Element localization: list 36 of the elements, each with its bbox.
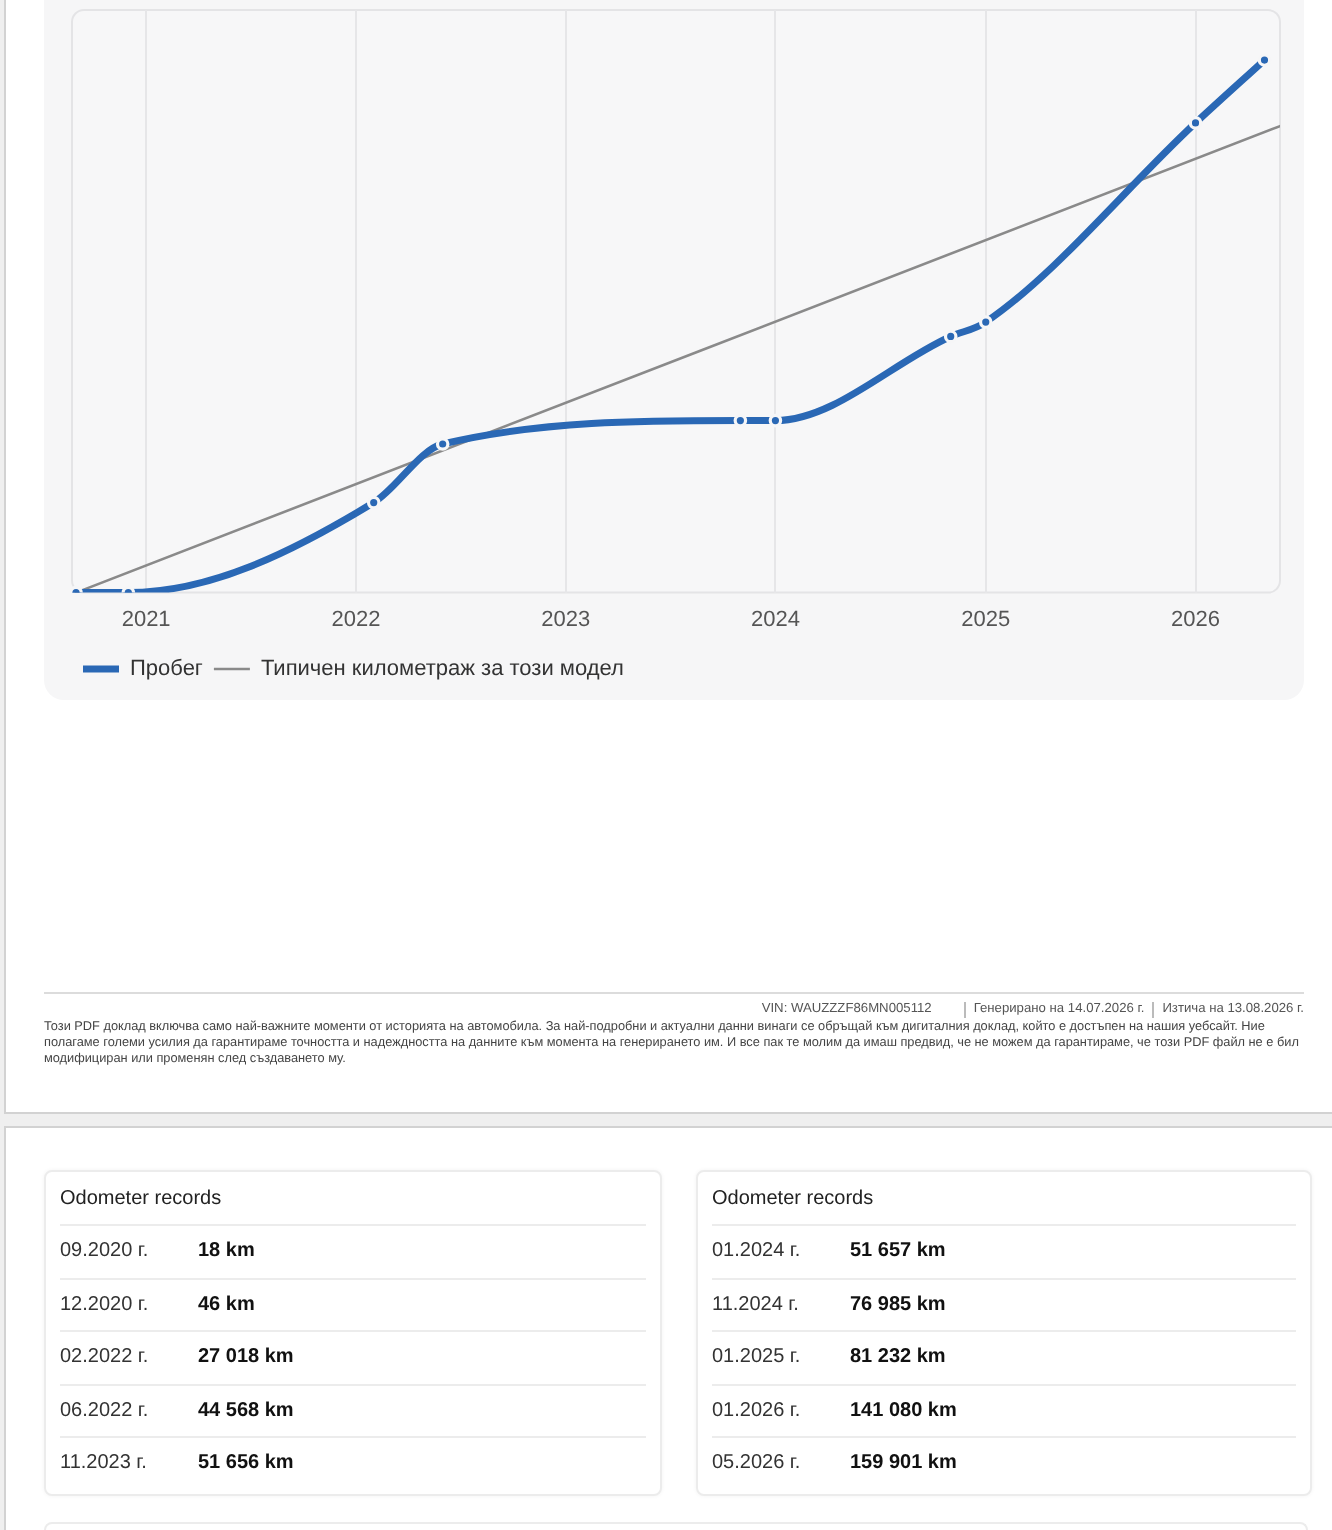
text: 27 018 km <box>198 1346 294 1369</box>
text: 05.2026 г. <box>712 1450 803 1479</box>
text: 01.2026 г. <box>712 1397 803 1426</box>
x-tick-label: 2022 <box>331 607 381 632</box>
text: 159 901 km <box>850 1452 957 1475</box>
text: Odometer records <box>60 1172 646 1226</box>
text: 141 080 km <box>850 1399 957 1422</box>
legend-label: Типичен километраж за този модел <box>260 657 624 682</box>
text: 12.2020 г. <box>60 1291 151 1320</box>
text: 51 657 km <box>850 1240 946 1262</box>
point <box>768 413 783 428</box>
text: 46 km <box>198 1293 255 1316</box>
point <box>978 315 993 329</box>
text: 01.2025 г. <box>712 1344 803 1373</box>
text: 06.2022 г. <box>60 1397 151 1426</box>
x-tick-label: 2021 <box>121 607 171 632</box>
text: 81 232 km <box>850 1346 946 1369</box>
text: Odometer records <box>712 1172 1296 1226</box>
x-tick-label: 2024 <box>750 607 800 632</box>
text: 44 568 km <box>198 1399 294 1422</box>
text: 11.2023 г. <box>60 1450 149 1479</box>
text: 11.2024 г. <box>712 1291 801 1320</box>
x-tick-label: 2023 <box>541 607 591 632</box>
x-tick-label: 2025 <box>961 607 1011 632</box>
text: 51 656 km <box>198 1452 294 1475</box>
text: 18 km <box>198 1240 255 1262</box>
point <box>366 495 381 510</box>
text: 02.2022 г. <box>60 1344 151 1373</box>
point <box>1188 116 1203 130</box>
text: 76 985 km <box>850 1293 946 1316</box>
x-tick-label: 2026 <box>1171 607 1220 632</box>
text: 01.2024 г. <box>712 1238 803 1266</box>
point <box>435 437 450 451</box>
legend-label: Пробег <box>130 657 203 682</box>
text: 09.2020 г. <box>60 1238 151 1266</box>
point <box>943 329 958 344</box>
